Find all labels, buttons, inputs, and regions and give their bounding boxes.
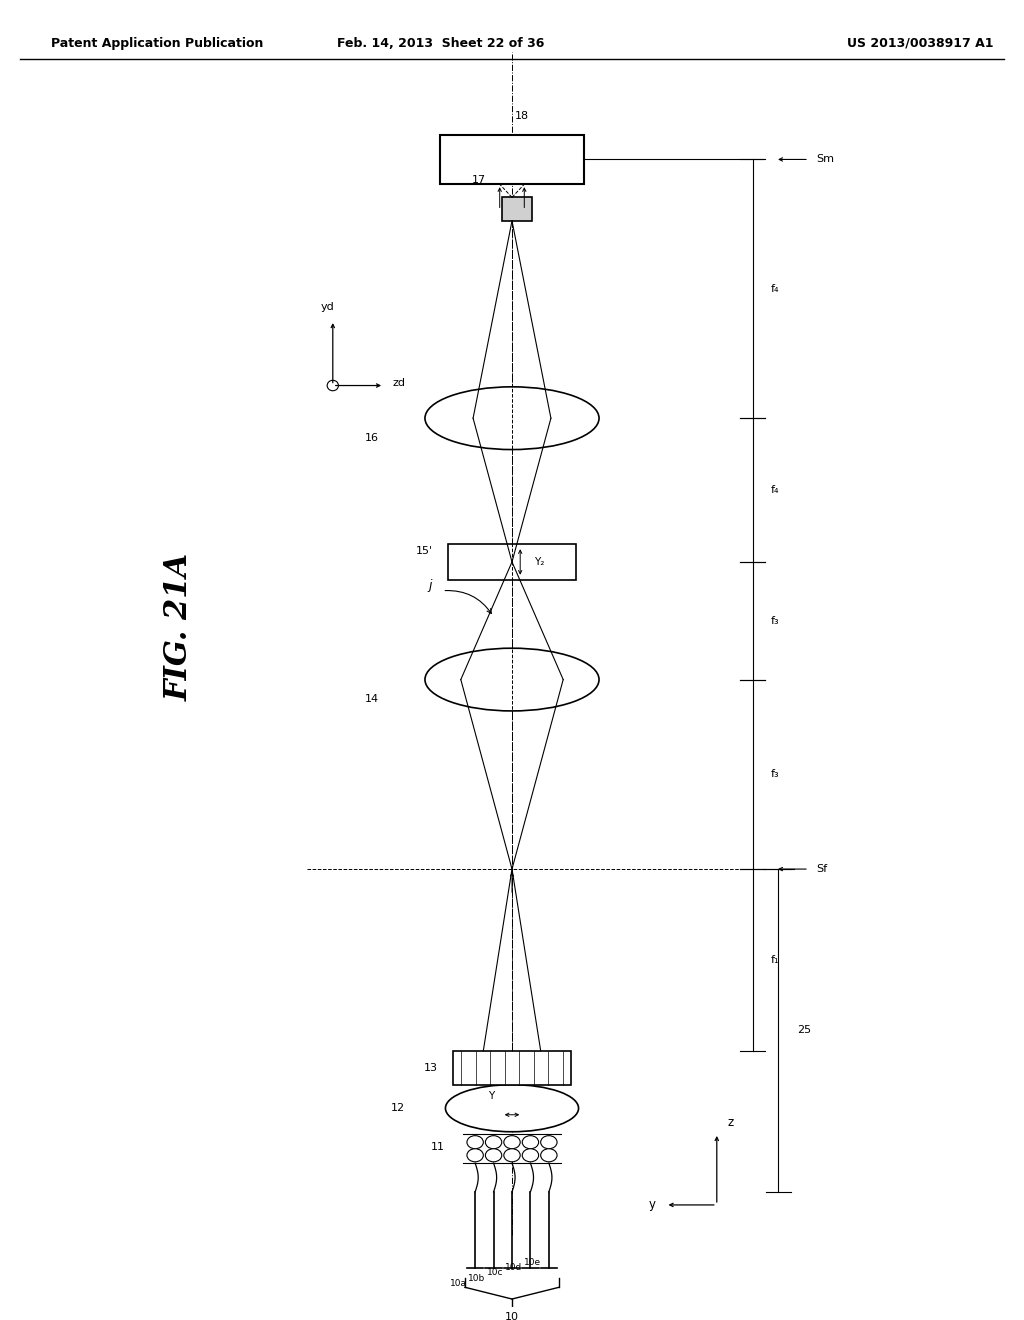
Text: f₃: f₃ [771, 770, 779, 779]
Text: f₃: f₃ [771, 615, 779, 626]
Ellipse shape [445, 1085, 579, 1131]
Text: yd: yd [321, 302, 335, 312]
Text: 10d: 10d [505, 1263, 522, 1272]
Bar [502, 197, 532, 220]
Text: j: j [429, 579, 432, 591]
Text: 10c: 10c [487, 1269, 504, 1278]
Bar [449, 544, 575, 581]
Text: y: y [648, 1199, 655, 1212]
Text: 10a: 10a [450, 1279, 467, 1288]
Text: 12: 12 [390, 1104, 404, 1113]
Ellipse shape [541, 1135, 557, 1148]
Text: Y₂: Y₂ [535, 557, 545, 568]
Text: 14: 14 [365, 694, 379, 704]
Ellipse shape [467, 1135, 483, 1148]
Text: 18: 18 [515, 111, 529, 121]
Ellipse shape [485, 1135, 502, 1148]
Ellipse shape [328, 380, 338, 391]
Ellipse shape [541, 1148, 557, 1162]
Text: Sf: Sf [816, 865, 827, 874]
Text: Y: Y [488, 1092, 495, 1101]
Text: Feb. 14, 2013  Sheet 22 of 36: Feb. 14, 2013 Sheet 22 of 36 [337, 37, 544, 50]
Ellipse shape [425, 648, 599, 711]
Text: 11: 11 [430, 1142, 444, 1152]
Text: FIG. 21A: FIG. 21A [164, 553, 195, 701]
Ellipse shape [425, 387, 599, 450]
Text: zd: zd [392, 378, 406, 388]
Ellipse shape [504, 1135, 520, 1148]
Text: 10: 10 [505, 1312, 519, 1320]
Ellipse shape [467, 1148, 483, 1162]
Text: z: z [727, 1117, 733, 1129]
Ellipse shape [504, 1148, 520, 1162]
Text: 17: 17 [472, 176, 486, 185]
Text: 10e: 10e [523, 1258, 541, 1267]
Bar [453, 1051, 571, 1085]
Text: f₁: f₁ [771, 954, 779, 965]
Ellipse shape [522, 1148, 539, 1162]
Text: 10b: 10b [468, 1274, 485, 1283]
Bar [440, 135, 584, 185]
Text: 13: 13 [424, 1063, 438, 1073]
Ellipse shape [485, 1148, 502, 1162]
Text: Sm: Sm [816, 154, 835, 165]
Text: f₄: f₄ [771, 284, 779, 294]
Text: 25: 25 [797, 1026, 811, 1035]
Ellipse shape [522, 1135, 539, 1148]
Text: 15': 15' [416, 546, 432, 557]
Text: US 2013/0038917 A1: US 2013/0038917 A1 [847, 37, 993, 50]
Text: 16: 16 [365, 433, 379, 442]
Text: Patent Application Publication: Patent Application Publication [51, 37, 263, 50]
Text: f₄: f₄ [771, 484, 779, 495]
